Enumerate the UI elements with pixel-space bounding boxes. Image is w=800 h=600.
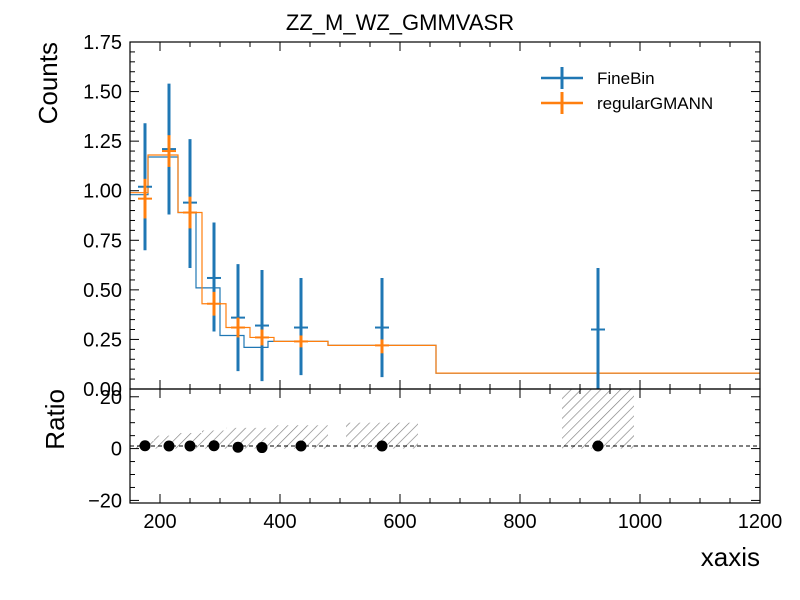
y-tick-label: 1.00	[83, 181, 122, 203]
x-axis-title: xaxis	[701, 542, 760, 572]
y-tick-label: 0.75	[83, 230, 122, 252]
ratio-tick-label: −20	[88, 490, 122, 512]
errorbar-point-regulargmann-7	[375, 339, 389, 354]
ratio-axis-title: Ratio	[40, 389, 70, 450]
y-tick-label: 0.25	[83, 329, 122, 351]
x-tick-label: 600	[383, 511, 416, 533]
x-tick-label: 400	[263, 511, 296, 533]
errorbar-point-finebin-7	[375, 277, 389, 378]
axis-ticks	[129, 41, 761, 503]
errorbar-point-regulargmann-5	[255, 329, 269, 346]
step-histogram-finebin	[130, 156, 760, 374]
ratio-point-5	[256, 442, 268, 454]
errorbar-point-regulargmann-6	[294, 335, 308, 348]
x-tick-label: 1200	[738, 511, 783, 533]
ratio-point-0	[139, 440, 151, 452]
chart-title: ZZ_M_WZ_GMMVASR	[286, 10, 514, 35]
ratio-plot-frame	[129, 388, 761, 504]
tick-labels: 200 400 600 800 1000 12000.000.250.500.751.00…	[83, 32, 782, 533]
legend-entry-finebin: FineBin	[541, 67, 655, 89]
ratio-point-2	[184, 440, 196, 452]
errorbar-point-regulargmann-1	[162, 135, 176, 167]
x-tick-label: 800	[503, 511, 536, 533]
ratio-point-7	[376, 440, 388, 452]
errorbar-point-finebin-8	[591, 268, 605, 389]
x-tick-label: 200	[143, 511, 176, 533]
ratio-point-4	[232, 441, 244, 453]
y-tick-label: 1.50	[83, 82, 122, 104]
ratio-tick-label: 0	[111, 439, 122, 461]
errorbar-point-finebin-5	[255, 270, 269, 382]
ratio-point-6	[295, 440, 307, 452]
legend: FineBin regularGMANN	[541, 67, 713, 114]
ratio-uncertainty-band-4	[226, 427, 250, 449]
ratio-tick-label: 20	[100, 387, 122, 409]
step-histogram-regulargmann	[130, 154, 760, 374]
y-tick-label: 0.00	[83, 379, 122, 401]
y-axis-title: Counts	[33, 42, 63, 124]
legend-label: regularGMANN	[597, 94, 713, 113]
errorbar-point-regulargmann-3	[207, 291, 221, 316]
ratio-point-8	[592, 440, 604, 452]
ratio-uncertainty-band-3	[202, 430, 226, 449]
legend-entry-regulargmann: regularGMANN	[541, 92, 713, 114]
ratio-uncertainty-band-6	[274, 425, 328, 449]
ratio-point-1	[163, 440, 175, 452]
x-tick-label: 1000	[618, 511, 663, 533]
y-tick-label: 1.25	[83, 131, 122, 153]
errorbar-point-regulargmann-0	[138, 178, 152, 219]
legend-label: FineBin	[597, 69, 655, 88]
y-tick-label: 0.50	[83, 280, 122, 302]
ratio-plot-area	[130, 389, 760, 454]
ratio-uncertainty-band-5	[250, 427, 274, 449]
ratio-point-3	[208, 440, 220, 452]
ratio-uncertainty-band-8	[562, 389, 634, 449]
y-tick-label: 1.75	[83, 32, 122, 54]
errorbar-point-finebin-6	[294, 277, 308, 376]
main-plot-area	[130, 83, 760, 389]
errorbar-point-regulargmann-2	[183, 196, 197, 229]
errorbar-point-regulargmann-4	[231, 317, 245, 338]
errorbar-point-finebin-4	[231, 264, 245, 372]
